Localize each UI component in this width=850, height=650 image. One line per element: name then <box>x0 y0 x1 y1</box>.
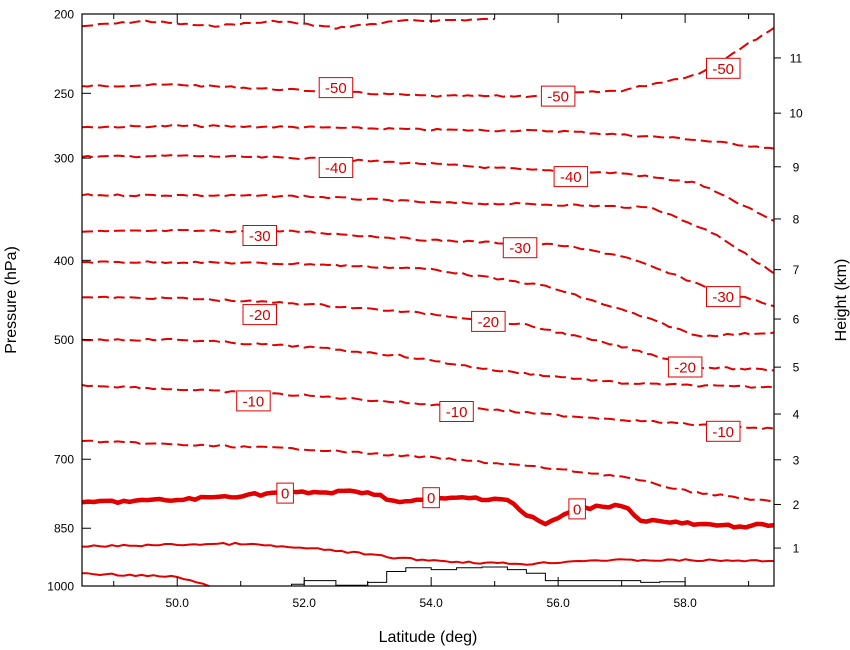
contour-label-box <box>276 482 294 504</box>
contour-label-text: -50 <box>547 89 569 106</box>
contour-label-box <box>236 390 271 412</box>
y-left-tick-label: 250 <box>54 87 74 101</box>
contour-line-m50 <box>81 27 775 98</box>
contour-label-box <box>471 310 506 332</box>
contour-label-text: -20 <box>674 360 696 377</box>
contour-line-m55 <box>81 17 495 30</box>
terrain-outline <box>240 566 686 587</box>
contour-label-box <box>553 166 589 188</box>
x-tick-label: 52.0 <box>293 596 317 610</box>
contour-label-m10-1: -10 <box>439 401 474 422</box>
contour-label-text: -40 <box>560 169 582 186</box>
contour-label-m30-0: -30 <box>242 225 277 246</box>
contour-label-text: -10 <box>446 404 468 421</box>
contour-label-box <box>568 498 586 520</box>
contour-label-text: 0 <box>427 490 435 507</box>
contour-label-m30-2: -30 <box>706 286 741 308</box>
y-left-tick-label: 300 <box>54 152 74 166</box>
contour-label-box <box>502 237 538 259</box>
y-left-tick-label: 850 <box>54 522 74 536</box>
y-right-tick-label: 9 <box>793 160 800 174</box>
y-right-tick-label: 4 <box>793 408 800 422</box>
y-right-tick-label: 7 <box>793 263 800 277</box>
contour-label-text: -10 <box>712 424 734 441</box>
contour-label-text: 0 <box>573 501 581 518</box>
contour-label-0-2: 0 <box>568 498 586 520</box>
contour-label-box <box>706 57 741 79</box>
contour-label-m20-1: -20 <box>471 310 506 332</box>
contour-label-box <box>706 286 741 308</box>
y-right-tick-label: 3 <box>793 453 800 467</box>
y-left-tick-label: 500 <box>54 333 74 347</box>
contour-line-m15 <box>81 337 775 389</box>
contour-label-box <box>540 85 576 107</box>
contour-label-m50-0: -50 <box>318 77 354 99</box>
contour-line-m40 <box>81 154 775 222</box>
contour-label-text: -20 <box>249 307 271 324</box>
contour-label-box <box>242 304 277 326</box>
contour-label-box <box>667 356 703 378</box>
x-tick-label: 50.0 <box>166 596 190 610</box>
contour-line-m45 <box>81 124 775 150</box>
contour-label-box <box>318 157 354 178</box>
y-axis-left-title: Pressure (hPa) <box>3 246 20 354</box>
contour-label-text: -20 <box>477 314 499 331</box>
terrain-line <box>240 566 686 587</box>
contour-line-5 <box>82 541 774 566</box>
contour-label-m20-2: -20 <box>667 356 703 378</box>
contour-line-m30 <box>81 228 775 308</box>
y-right-tick-label: 11 <box>790 51 803 65</box>
contour-label-text: -10 <box>243 393 265 410</box>
y-right-tick-label: 1 <box>793 542 800 556</box>
contour-label-box <box>422 487 440 509</box>
y-axis-right-title: Height (km) <box>833 259 850 342</box>
contour-label-text: -30 <box>249 228 271 245</box>
contour-label-m50-1: -50 <box>540 85 576 107</box>
x-tick-label: 54.0 <box>419 596 443 610</box>
y-left-tick-label: 200 <box>54 8 74 22</box>
contour-line-10 <box>82 572 210 587</box>
contour-label-text: -50 <box>712 61 734 78</box>
contour-label-box <box>439 401 474 422</box>
axis-ticks: 50.0 52.0 54.0 56.0 58.010008507005004003002… <box>47 8 803 611</box>
contour-line-m25 <box>81 260 775 338</box>
contour-label-m40-1: -40 <box>553 166 589 188</box>
contour-label-m20-0: -20 <box>242 304 277 326</box>
contour-label-m10-2: -10 <box>706 420 741 442</box>
contour-label-m30-1: -30 <box>502 237 538 259</box>
contour-labels: -50 -50 -50 -40 -40 -30 -30 -30 -20 -20 -20 -10 -10 -… <box>236 57 741 520</box>
y-right-tick-label: 2 <box>793 498 800 512</box>
x-axis-title: Latitude (deg) <box>379 629 478 646</box>
contour-label-text: 0 <box>281 486 289 503</box>
contour-line-m5 <box>81 439 775 504</box>
contour-line-m20 <box>81 295 775 372</box>
contour-label-m40-0: -40 <box>318 157 354 178</box>
y-right-tick-label: 5 <box>793 361 800 375</box>
contour-label-0-0: 0 <box>276 482 294 504</box>
contour-line-m10 <box>81 384 775 430</box>
contour-label-m50-2: -50 <box>706 57 741 79</box>
contour-label-box <box>242 225 277 246</box>
x-tick-label: 58.0 <box>673 596 697 610</box>
contour-label-text: -50 <box>325 80 347 97</box>
contour-label-0-1: 0 <box>422 487 440 509</box>
contour-label-box <box>706 420 741 442</box>
y-right-tick-label: 10 <box>789 107 803 121</box>
contour-label-text: -40 <box>325 160 347 177</box>
contour-label-box <box>318 77 354 99</box>
contour-label-text: -30 <box>712 289 734 306</box>
x-tick-label: 56.0 <box>546 596 570 610</box>
plot-frame <box>81 13 775 587</box>
y-right-tick-label: 8 <box>793 212 800 226</box>
y-right-tick-label: 6 <box>793 313 800 327</box>
contour-label-m10-0: -10 <box>236 390 271 412</box>
y-left-tick-label: 400 <box>54 254 74 268</box>
y-left-tick-label: 1000 <box>47 580 74 594</box>
contour-label-text: -30 <box>509 240 531 257</box>
y-left-tick-label: 700 <box>54 453 74 467</box>
contour-line-m35 <box>81 193 775 275</box>
